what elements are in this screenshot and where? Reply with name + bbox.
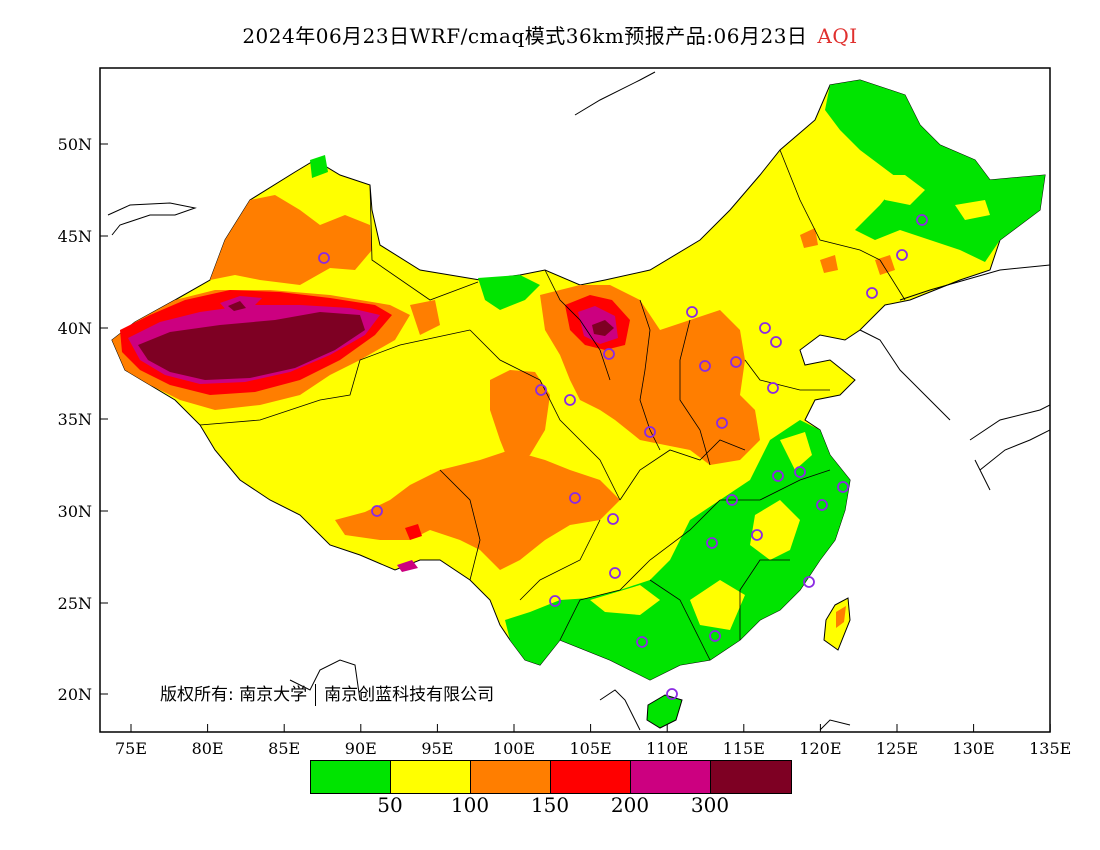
station-marker xyxy=(767,382,779,394)
station-marker xyxy=(686,306,698,318)
station-marker xyxy=(866,287,878,299)
station-marker xyxy=(603,348,615,360)
red-tibet xyxy=(405,524,422,540)
legend-swatch xyxy=(711,761,791,793)
green-gansu xyxy=(478,275,540,310)
station-marker xyxy=(644,426,656,438)
orange-sichuan xyxy=(335,450,620,570)
legend-label: 150 xyxy=(530,793,570,817)
lat-tick-label: 50N xyxy=(58,135,92,154)
station-markers xyxy=(318,214,928,700)
purple-tibet xyxy=(397,560,418,572)
orange-west xyxy=(490,370,550,465)
lat-tick-label: 25N xyxy=(58,594,92,613)
maroon-tarim xyxy=(138,312,365,380)
legend-label: 200 xyxy=(610,793,650,817)
station-marker xyxy=(709,630,721,642)
longitude-axis: 75E 80E 85E 90E 95E 100E 105E 110E 115E 120E 125E 1… xyxy=(115,724,1071,758)
lon-tick-label: 95E xyxy=(421,739,453,758)
green-northeast xyxy=(825,80,1045,262)
orange-north-xinjiang xyxy=(210,195,372,285)
color-legend xyxy=(310,760,792,794)
lat-tick-label: 40N xyxy=(58,319,92,338)
lat-tick-label: 30N xyxy=(58,502,92,521)
hainan xyxy=(646,694,683,729)
station-marker xyxy=(803,576,815,588)
latitude-axis: 50N 45N 40N 35N 30N 25N 20N xyxy=(58,135,108,704)
lon-tick-label: 110E xyxy=(646,739,688,758)
station-marker xyxy=(371,505,383,517)
title-text: 2024年06月23日WRF/cmaq模式36km预报产品:06月23日 xyxy=(242,24,808,48)
station-marker xyxy=(770,336,782,348)
station-marker xyxy=(318,252,330,264)
province-boundaries xyxy=(199,149,906,661)
map-frame xyxy=(99,67,1051,733)
legend-label: 300 xyxy=(690,793,730,817)
station-marker xyxy=(816,499,828,511)
legend-label: 100 xyxy=(450,793,490,817)
station-marker xyxy=(569,492,581,504)
copyright-owner-b: 南京创蓝科技有限公司 xyxy=(324,685,495,705)
station-marker xyxy=(564,394,576,406)
station-marker xyxy=(730,356,742,368)
copyright-notice: 版权所有: 南京大学 南京创蓝科技有限公司 xyxy=(160,680,494,706)
lat-tick-label: 35N xyxy=(58,410,92,429)
legend-swatch xyxy=(551,761,631,793)
station-marker xyxy=(699,360,711,372)
legend-swatch xyxy=(391,761,471,793)
legend-swatch xyxy=(631,761,711,793)
station-marker xyxy=(636,636,648,648)
lon-tick-label: 80E xyxy=(192,739,224,758)
lon-tick-label: 75E xyxy=(115,739,147,758)
legend-swatch xyxy=(311,761,391,793)
lon-tick-label: 90E xyxy=(345,739,377,758)
station-marker xyxy=(607,513,619,525)
lat-tick-label: 20N xyxy=(58,685,92,704)
station-marker xyxy=(706,537,718,549)
lon-tick-label: 130E xyxy=(952,739,994,758)
station-marker xyxy=(549,595,561,607)
station-marker xyxy=(716,417,728,429)
station-marker xyxy=(837,481,849,493)
copyright-owner-a: 版权所有: 南京大学 xyxy=(160,685,308,705)
lon-tick-label: 85E xyxy=(268,739,300,758)
maroon-ningxia xyxy=(592,320,614,336)
station-marker xyxy=(666,688,678,700)
lon-tick-label: 120E xyxy=(799,739,841,758)
legend-label: 50 xyxy=(377,793,403,817)
lon-tick-label: 105E xyxy=(569,739,611,758)
lon-tick-label: 135E xyxy=(1029,739,1071,758)
lon-tick-label: 100E xyxy=(493,739,535,758)
station-marker xyxy=(916,214,928,226)
lon-tick-label: 125E xyxy=(876,739,918,758)
station-marker xyxy=(726,494,738,506)
station-marker xyxy=(535,384,547,396)
aqi-fields xyxy=(107,71,1050,731)
legend-swatch xyxy=(471,761,551,793)
station-marker xyxy=(759,322,771,334)
station-marker xyxy=(896,249,908,261)
lat-tick-label: 45N xyxy=(58,227,92,246)
green-southeast xyxy=(505,420,850,680)
station-marker xyxy=(772,470,784,482)
lon-tick-label: 115E xyxy=(723,739,765,758)
page-title: 2024年06月23日WRF/cmaq模式36km预报产品:06月23日 AQI xyxy=(0,20,1100,49)
station-marker xyxy=(794,466,806,478)
station-marker xyxy=(609,567,621,579)
title-variable: AQI xyxy=(817,24,858,48)
copyright-divider xyxy=(315,684,317,706)
station-marker xyxy=(751,529,763,541)
